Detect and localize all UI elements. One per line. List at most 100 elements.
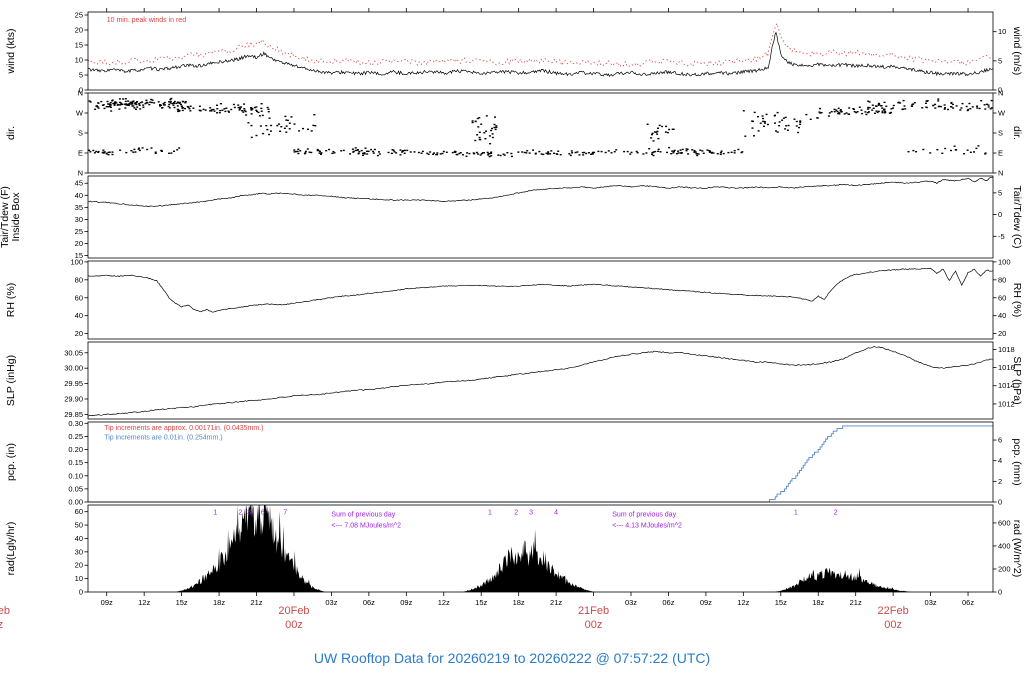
dir-dot: [694, 151, 697, 153]
x-tick-label: 06z: [962, 598, 974, 607]
dir-dot: [351, 148, 354, 150]
dir-dot: [459, 152, 462, 154]
dir-dot: [159, 104, 161, 106]
y-tick-label: 10: [75, 56, 83, 65]
dir-dot: [838, 113, 841, 115]
x-tick-label: 06z: [363, 598, 375, 607]
dir-dot: [816, 117, 819, 119]
dir-dot: [881, 111, 884, 114]
dir-dot: [478, 117, 481, 119]
dir-dot: [860, 109, 863, 111]
dir-dot: [184, 100, 187, 103]
dir-dot: [759, 122, 762, 124]
dir-dot: [952, 107, 955, 109]
dir-dot: [308, 151, 311, 153]
dir-dot: [480, 152, 483, 155]
dir-dot: [250, 109, 253, 111]
dir-dot: [915, 151, 918, 153]
dir-dot: [471, 120, 474, 122]
dir-dot: [189, 110, 192, 112]
dir-dot: [106, 100, 109, 103]
dir-dot: [216, 112, 218, 114]
y-tick-label: N: [78, 169, 83, 178]
dir-dot: [636, 152, 639, 154]
dir-dot: [163, 101, 166, 104]
dir-dot: [686, 148, 689, 150]
dir-dot: [795, 120, 798, 123]
dir-dot: [877, 103, 880, 105]
dir-dot: [286, 119, 289, 122]
dir-dot: [837, 112, 840, 115]
dir-dot: [937, 98, 940, 100]
panel-frame: [87, 421, 994, 503]
dir-dot: [358, 150, 361, 153]
dir-dot: [875, 110, 878, 112]
chart-title: UW Rooftop Data for 20260219 to 20260222…: [313, 650, 711, 666]
dir-dot: [984, 153, 987, 155]
meteogram-chart: 10 min. peak winds in red05101520250510w…: [0, 8, 1023, 631]
dir-dot: [111, 100, 114, 102]
dir-dot: [333, 152, 336, 154]
y-tick-label: 0: [998, 86, 1002, 95]
dir-dot: [517, 151, 520, 153]
y-tick-label: 0: [79, 588, 83, 597]
dir-dot: [124, 107, 127, 109]
dir-dot: [357, 152, 360, 154]
dir-dot: [395, 152, 398, 154]
date-label: 00z: [884, 619, 902, 631]
dir-dot: [168, 101, 171, 103]
dir-dot: [911, 105, 914, 107]
dir-dot: [184, 107, 186, 110]
dir-dot: [138, 147, 140, 149]
dir-dot: [695, 153, 698, 155]
axis-title-right: wind (m/s): [1011, 26, 1023, 75]
dir-dot: [604, 151, 607, 154]
dir-dot: [487, 153, 490, 155]
dir-dot: [904, 108, 907, 110]
dir-dot: [677, 150, 680, 152]
dir-dot: [664, 131, 667, 133]
dir-dot: [650, 133, 653, 136]
dir-dot: [907, 151, 910, 153]
dir-dot: [799, 123, 802, 125]
y-tick-label: 35: [75, 203, 83, 212]
dir-dot: [172, 102, 175, 104]
series-peak-wind: [87, 22, 993, 68]
date-label: 00z: [0, 619, 3, 631]
dir-dot: [693, 149, 696, 152]
dir-dot: [550, 150, 553, 152]
dir-dot: [883, 101, 886, 104]
dir-dot: [151, 99, 154, 101]
dir-dot: [610, 152, 613, 154]
dir-dot: [555, 153, 558, 155]
dir-dot: [316, 148, 319, 151]
dir-dot: [178, 147, 181, 149]
dir-dot: [493, 123, 496, 126]
dir-dot: [378, 153, 381, 155]
x-tick-label: 03z: [925, 598, 937, 607]
dir-dot: [973, 151, 975, 153]
x-tick-label: 03z: [325, 598, 337, 607]
dir-dot: [97, 150, 100, 153]
dir-dot: [213, 110, 216, 112]
dir-dot: [177, 110, 180, 112]
dir-dot: [944, 147, 947, 150]
dir-dot: [670, 153, 673, 155]
dir-dot: [228, 111, 230, 113]
dir-dot: [146, 148, 149, 151]
dir-dot: [298, 130, 301, 132]
axis-title-right: dir.: [1011, 126, 1023, 140]
dir-dot: [476, 134, 479, 136]
dir-dot: [482, 152, 484, 154]
panel-frame: [87, 341, 994, 420]
dir-dot: [727, 151, 730, 154]
dir-dot: [506, 152, 509, 154]
dir-dot: [987, 104, 990, 106]
y-tick-label: 40: [75, 534, 83, 543]
y-tick-label: 29.85: [64, 410, 83, 419]
series-slp: [87, 346, 993, 417]
dir-dot: [123, 103, 126, 105]
dir-dot: [372, 152, 375, 154]
dir-dot: [126, 104, 129, 106]
dir-dot: [261, 114, 264, 117]
